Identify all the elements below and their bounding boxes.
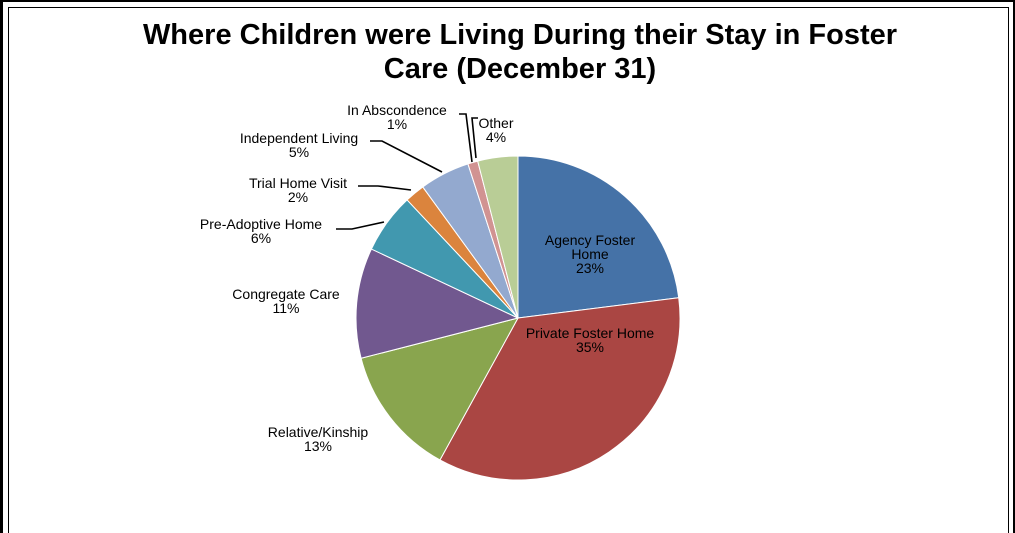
pie-slice-agency-foster-home [517,155,680,319]
pie-slice-congregate-care [355,248,520,359]
chart-title-line-1: Where Children were Living During their … [142,19,898,51]
leader-line-in-abscondence [459,113,473,163]
slice-label-independent-living: Independent Living 5% [240,130,358,160]
slice-label-in-abscondence: In Abscondence 1% [347,102,447,132]
leader-line-pre-adoptive-home [336,221,385,230]
slice-label-private-foster-home: Private Foster Home 35% [526,325,655,355]
slice-label-agency-foster-home: Agency Foster Home 23% [545,232,636,276]
chart-title: Where Children were Living During their … [0,18,1015,86]
pie-slice-private-foster-home [439,297,681,481]
pie-slice-relative-kinship [360,317,519,461]
leader-line-trial-home-visit [358,185,412,191]
leader-line-other [471,117,478,159]
slice-label-pre-adoptive-home: Pre-Adoptive Home 6% [200,216,322,246]
leader-line-independent-living [370,140,443,173]
slice-label-trial-home-visit: Trial Home Visit 2% [249,175,347,205]
chart-title-line-2: Care (December 31) [383,53,657,85]
slice-label-congregate-care: Congregate Care 11% [232,286,340,316]
chart-area [8,7,1009,533]
slice-label-other: Other 4% [478,115,513,145]
slice-label-relative-kinship: Relative/Kinship 13% [268,424,369,454]
pie-slice-other [477,155,519,319]
